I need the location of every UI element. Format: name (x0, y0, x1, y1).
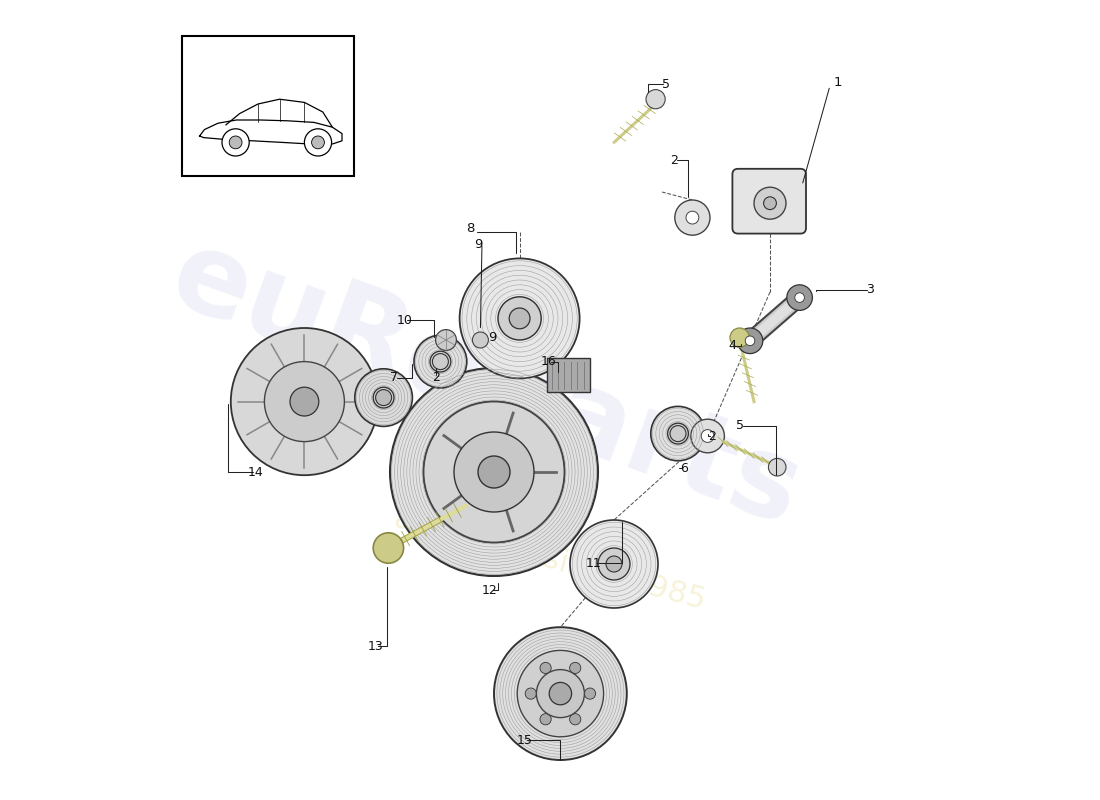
Text: 6: 6 (681, 462, 689, 474)
Circle shape (229, 136, 242, 149)
Text: 13: 13 (367, 640, 384, 653)
Circle shape (668, 423, 689, 444)
Circle shape (525, 688, 537, 699)
Circle shape (373, 533, 404, 563)
Circle shape (414, 335, 466, 388)
Text: 2: 2 (670, 154, 678, 166)
Text: 1: 1 (834, 76, 843, 89)
Circle shape (598, 548, 630, 580)
Circle shape (730, 328, 749, 347)
Circle shape (584, 688, 595, 699)
Circle shape (472, 332, 488, 348)
Text: 9: 9 (488, 331, 496, 344)
Circle shape (737, 328, 762, 354)
Text: 16: 16 (540, 355, 557, 368)
Circle shape (478, 456, 510, 488)
Circle shape (686, 211, 698, 224)
Text: 15: 15 (517, 734, 532, 746)
Circle shape (570, 520, 658, 608)
Circle shape (763, 197, 777, 210)
Circle shape (540, 714, 551, 725)
Circle shape (460, 258, 580, 378)
Circle shape (424, 402, 564, 542)
Text: 9: 9 (474, 238, 482, 251)
Text: euRoparts: euRoparts (156, 218, 816, 550)
Circle shape (646, 90, 666, 109)
Circle shape (754, 187, 786, 219)
Text: 5: 5 (662, 78, 670, 90)
Circle shape (373, 387, 394, 408)
Circle shape (355, 369, 412, 426)
Text: 3: 3 (866, 283, 873, 296)
Circle shape (390, 368, 598, 576)
Text: 7: 7 (390, 371, 398, 384)
Text: 8: 8 (465, 222, 474, 235)
Circle shape (570, 662, 581, 674)
Circle shape (691, 419, 725, 453)
Circle shape (795, 293, 804, 302)
Circle shape (745, 336, 755, 346)
Circle shape (231, 328, 378, 475)
Circle shape (701, 430, 714, 442)
Text: 5: 5 (736, 419, 745, 432)
Circle shape (517, 650, 604, 737)
Text: 2: 2 (432, 371, 440, 384)
Circle shape (454, 432, 534, 512)
Circle shape (540, 662, 551, 674)
Circle shape (436, 330, 456, 350)
Circle shape (222, 129, 250, 156)
Circle shape (375, 390, 392, 406)
Text: 12: 12 (482, 584, 498, 597)
Text: a passion since 1985: a passion since 1985 (392, 505, 708, 615)
Circle shape (786, 285, 813, 310)
Circle shape (264, 362, 344, 442)
Circle shape (311, 136, 324, 149)
Circle shape (651, 406, 705, 461)
Circle shape (494, 627, 627, 760)
Circle shape (549, 682, 572, 705)
Circle shape (432, 354, 449, 370)
Text: 14: 14 (248, 466, 264, 478)
Circle shape (424, 402, 564, 542)
Circle shape (430, 351, 451, 372)
Circle shape (674, 200, 710, 235)
Text: 10: 10 (396, 314, 412, 326)
Circle shape (670, 426, 686, 442)
Text: 2: 2 (708, 430, 716, 442)
Text: 11: 11 (586, 557, 602, 570)
Circle shape (509, 308, 530, 329)
Circle shape (290, 387, 319, 416)
Circle shape (570, 714, 581, 725)
FancyBboxPatch shape (547, 358, 590, 392)
Text: 4: 4 (728, 339, 736, 352)
Circle shape (769, 458, 786, 476)
FancyBboxPatch shape (733, 169, 806, 234)
Circle shape (305, 129, 331, 156)
Circle shape (606, 556, 621, 572)
Circle shape (537, 670, 584, 718)
Circle shape (498, 297, 541, 340)
Bar (182, 36, 354, 176)
